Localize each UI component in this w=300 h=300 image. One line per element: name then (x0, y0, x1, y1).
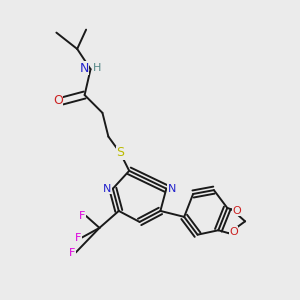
Text: N: N (103, 184, 112, 194)
Text: F: F (79, 211, 86, 221)
Text: N: N (79, 62, 89, 75)
Text: F: F (75, 233, 81, 243)
Text: N: N (167, 184, 176, 194)
Text: H: H (93, 63, 101, 73)
Text: O: O (229, 227, 238, 237)
Text: F: F (69, 248, 75, 257)
Text: O: O (232, 206, 241, 216)
Text: S: S (116, 146, 124, 160)
Text: O: O (53, 94, 63, 107)
